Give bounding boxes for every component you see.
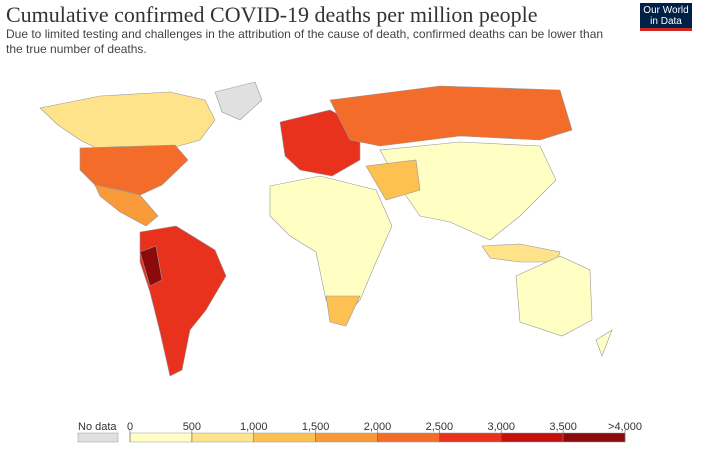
country[interactable] [515, 255, 593, 337]
country[interactable] [139, 245, 163, 287]
country[interactable] [94, 184, 159, 227]
legend-tick-label: 3,500 [549, 421, 577, 433]
country[interactable] [39, 91, 216, 151]
title: Cumulative confirmed COVID-19 deaths per… [6, 2, 538, 27]
legend-tick-label: 1,000 [240, 421, 268, 433]
legend-swatch [129, 432, 193, 443]
legend-swatch [562, 432, 626, 443]
legend-swatch [315, 432, 378, 443]
country[interactable] [365, 159, 421, 201]
country[interactable] [325, 295, 361, 327]
legend-swatch [253, 432, 316, 443]
legend-swatch [439, 432, 502, 443]
logo[interactable]: Our World in Data [640, 3, 692, 31]
legend-swatch [501, 432, 564, 443]
no-data-swatch [77, 432, 119, 443]
country[interactable] [329, 85, 573, 147]
legend-tick-label: 2,000 [364, 421, 392, 433]
country[interactable] [139, 225, 227, 377]
legend-tick-label: >4,000 [608, 421, 642, 433]
country[interactable] [595, 329, 613, 357]
country[interactable] [214, 81, 263, 121]
legend-tick-label: 1,500 [302, 421, 330, 433]
country[interactable] [481, 243, 561, 263]
legend-tick-label: 500 [183, 421, 201, 433]
no-data-label: No data [78, 421, 117, 433]
legend-tick-label: 2,500 [426, 421, 454, 433]
legend-swatch [191, 432, 254, 443]
country[interactable] [379, 141, 557, 241]
legend-tick-label: 0 [127, 421, 133, 433]
legend-tick-label: 3,000 [487, 421, 515, 433]
subtitle: Due to limited testing and challenges in… [6, 27, 604, 56]
legend-swatch [377, 432, 440, 443]
country[interactable] [279, 109, 361, 177]
countries [39, 81, 613, 377]
